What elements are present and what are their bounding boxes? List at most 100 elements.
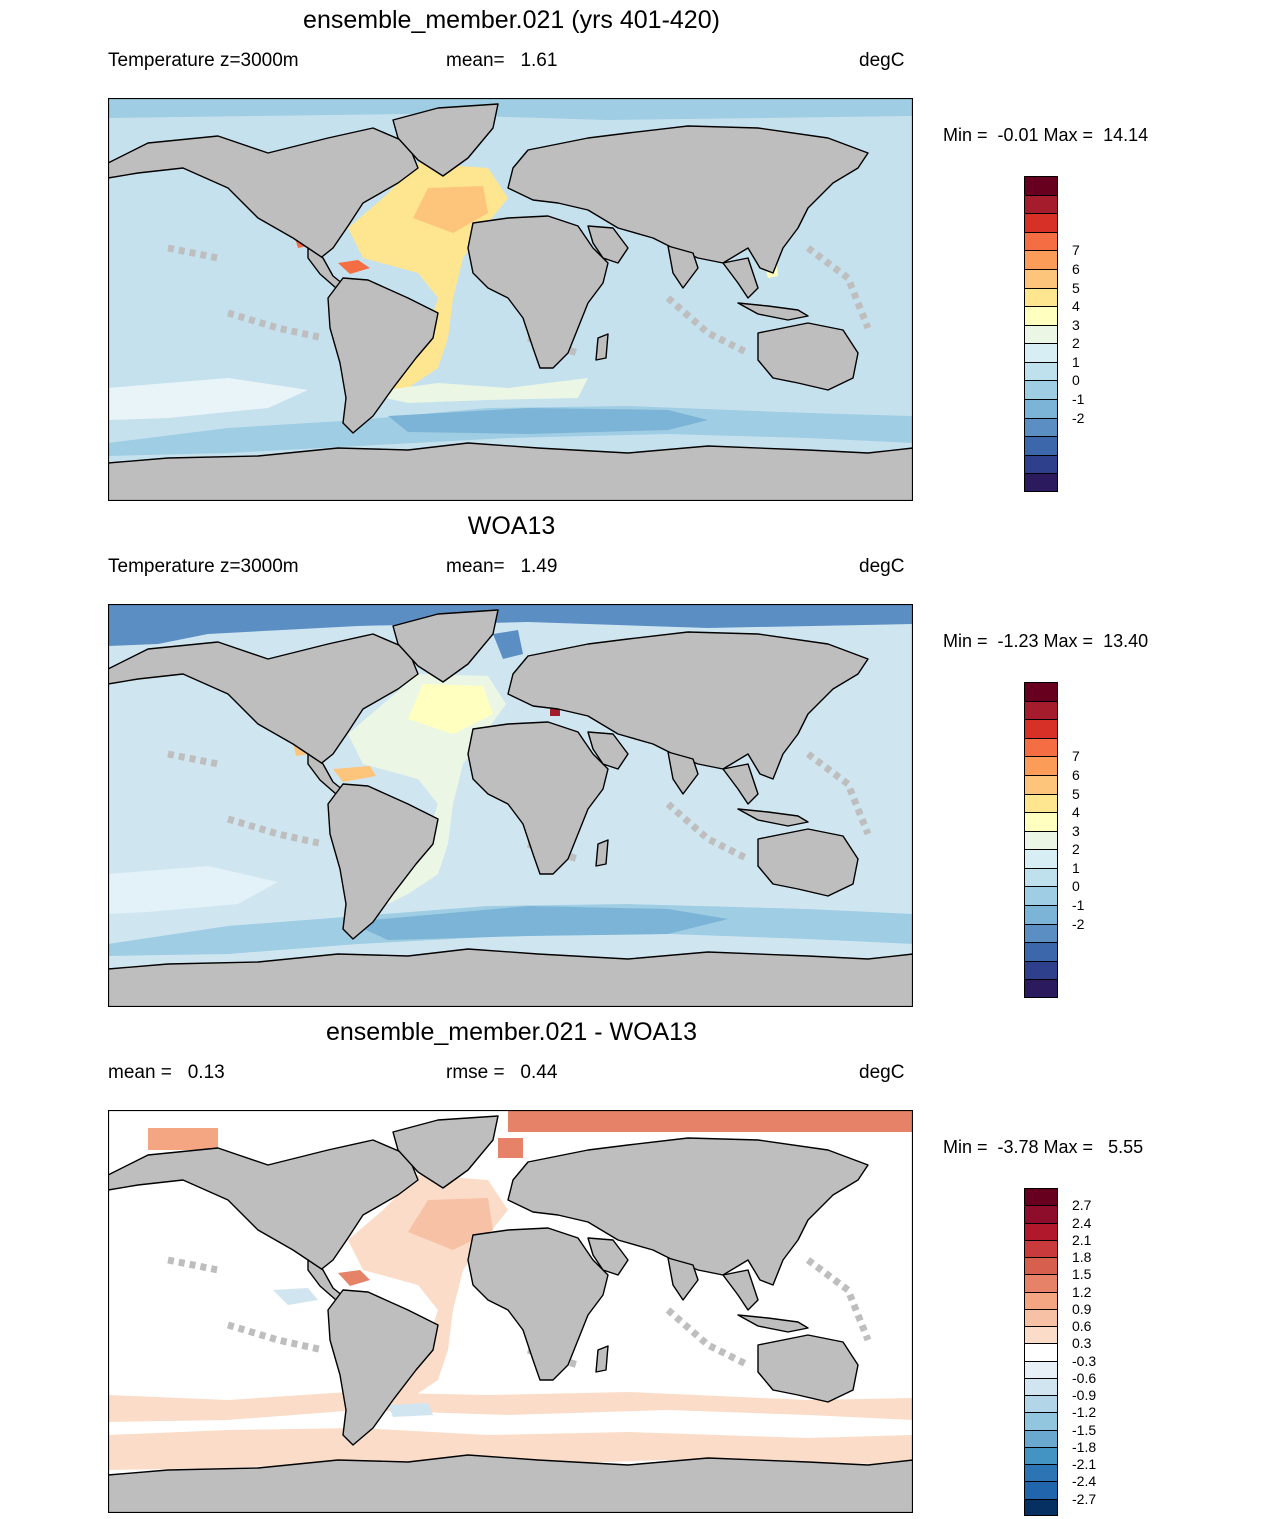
continent-arabia (587, 1237, 629, 1276)
masked-ridge (665, 1307, 750, 1369)
colorbar-swatch (1024, 213, 1058, 232)
colorbar-swatch (1024, 399, 1058, 418)
field-region (348, 906, 728, 940)
panel-difference: ensemble_member.021 - WOA13 mean = 0.13 … (0, 1012, 1285, 1518)
colorbar-tick-label: -1 (1072, 897, 1085, 914)
colorbar-tick-label: -2.7 (1072, 1490, 1097, 1507)
colorbar-tick-label: -0.9 (1072, 1387, 1097, 1404)
masked-ridge (167, 750, 219, 768)
field-region (108, 378, 308, 420)
map-plot (108, 604, 913, 1007)
field-region (108, 604, 913, 646)
continent-se-asia (722, 1269, 759, 1311)
colorbar-swatch (1024, 417, 1058, 437)
center-label: mean= 1.61 (446, 50, 558, 71)
colorbar-swatch (1024, 1498, 1058, 1516)
continent-se-asia (722, 257, 759, 299)
continent-antarctica (108, 948, 913, 1007)
left-label: Temperature z=3000m (108, 556, 299, 577)
colorbar-swatch (1024, 454, 1058, 474)
colorbar-tick-label: 2 (1072, 335, 1080, 352)
colorbar-tick-label: 4 (1072, 804, 1080, 821)
colorbar-swatch (1024, 1188, 1058, 1206)
units-label: degC (859, 1062, 905, 1083)
field-region (338, 1270, 370, 1286)
continent-eurasia (507, 631, 869, 780)
colorbar-swatch (1024, 436, 1058, 455)
field-region (408, 684, 493, 734)
colorbar-tick-label: 0 (1072, 878, 1080, 895)
colorbar-swatch (1024, 1274, 1058, 1292)
colorbar-tick-label: -2.4 (1072, 1473, 1097, 1490)
colorbar-tick-label: -2.1 (1072, 1456, 1097, 1473)
colorbar-swatch (1024, 682, 1058, 701)
panel-observation: WOA13 Temperature z=3000m mean= 1.49 deg… (0, 506, 1285, 1012)
masked-ridge (226, 815, 324, 848)
colorbar-swatch (1024, 923, 1058, 943)
continent-north-america (108, 1139, 419, 1273)
colorbar-tick-label: 6 (1072, 766, 1080, 783)
continent-north-america (108, 127, 419, 261)
continent-se-asia (722, 763, 759, 805)
colorbar-tick-label: 6 (1072, 260, 1080, 277)
colorbar-swatch (1024, 287, 1058, 307)
colorbar-tick-label: 0.3 (1072, 1335, 1092, 1352)
field-region (508, 1110, 913, 1132)
center-label: mean= 1.49 (446, 556, 558, 577)
panel-title: WOA13 (467, 512, 556, 540)
colorbar-tick-label: -0.3 (1072, 1352, 1097, 1369)
continent-north-america (108, 633, 419, 767)
colorbar-tick-label: 5 (1072, 279, 1080, 296)
continent-eurasia (507, 1137, 869, 1286)
colorbar-swatch (1024, 774, 1058, 794)
colorbar-swatch (1024, 1446, 1058, 1465)
field-region (363, 378, 588, 403)
continent-madagascar (595, 839, 609, 867)
colorbar-tick-label: 3 (1072, 316, 1080, 333)
masked-ridge (805, 751, 872, 836)
continent-south-america (327, 277, 439, 434)
colorbar-swatch (1024, 700, 1058, 720)
continent-antarctica (108, 1454, 913, 1513)
masked-ridge (167, 1256, 219, 1274)
colorbar-tick-label: 1.8 (1072, 1249, 1092, 1266)
panel-title: ensemble_member.021 (yrs 401-420) (303, 6, 720, 34)
colorbar-swatch (1024, 737, 1058, 757)
colorbar-tick-label: 5 (1072, 785, 1080, 802)
colorbar-swatch (1024, 1291, 1058, 1309)
colorbar-tick-label: -1.2 (1072, 1404, 1097, 1421)
continent-indonesia (737, 302, 809, 321)
field-region (388, 408, 708, 434)
colorbar-swatch (1024, 905, 1058, 924)
colorbar-swatch (1024, 473, 1058, 492)
colorbar-swatch (1024, 194, 1058, 214)
map-frame (108, 1110, 913, 1513)
continent-india (667, 245, 699, 289)
field-region (388, 1403, 433, 1417)
panel-model: ensemble_member.021 (yrs 401-420) Temper… (0, 0, 1285, 506)
masked-ridge (805, 245, 872, 330)
colorbar-swatch (1024, 1429, 1058, 1447)
colorbar-swatch (1024, 1257, 1058, 1275)
left-label: mean = 0.13 (108, 1062, 225, 1083)
colorbar-swatch (1024, 268, 1058, 288)
colorbar-tick-label: 7 (1072, 242, 1080, 259)
colorbar-swatch (1024, 942, 1058, 961)
colorbar-tick-label: 7 (1072, 748, 1080, 765)
field-region (108, 98, 913, 120)
continent-australia (757, 828, 859, 897)
colorbar-swatch (1024, 1308, 1058, 1327)
colorbar-tick-label: 2 (1072, 841, 1080, 858)
field-region (108, 866, 278, 914)
continent-africa (467, 1227, 609, 1381)
masked-ridge (226, 309, 324, 342)
continent-africa (467, 215, 609, 369)
continent-greenland (392, 609, 499, 683)
colorbar-tick-label: 2.7 (1072, 1197, 1092, 1214)
colorbar-tick-label: -2 (1072, 915, 1085, 932)
colorbar-tick-label: 4 (1072, 298, 1080, 315)
colorbar-swatch (1024, 1239, 1058, 1258)
colorbar-swatch (1024, 960, 1058, 980)
map-plot (108, 1110, 913, 1513)
colorbar-swatch (1024, 176, 1058, 195)
